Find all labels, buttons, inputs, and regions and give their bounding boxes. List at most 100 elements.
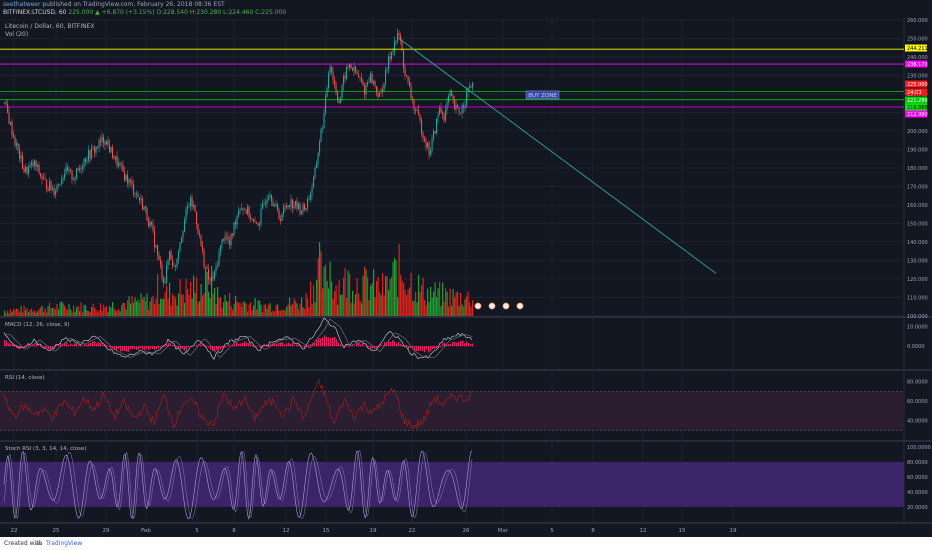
volume-bar [161,298,163,316]
candle-body [457,105,459,108]
candle-body [416,110,418,111]
candle-body [85,158,87,162]
volume-bar [167,298,169,316]
volume-bar [293,298,295,316]
candle-body [263,203,265,205]
candle-body [227,236,229,242]
volume-bar [232,309,234,316]
volume-bar [236,301,238,316]
macd-hist-bar [358,342,360,347]
candle-body [352,68,354,71]
volume-bar [371,283,373,316]
candle-body [239,209,241,211]
macd-hist-bar [408,345,410,350]
macd-hist-bar [110,345,112,349]
volume-bar [13,308,15,316]
macd-hist-bar [46,345,48,348]
candle-body [251,218,253,220]
macd-hist-bar [74,343,76,347]
macd-hist-bar [464,343,466,347]
volume-bar [79,311,81,316]
candle-body [143,206,145,210]
macd-hist-bar [166,344,168,347]
macd-hist-bar [96,343,98,347]
volume-bar [446,291,448,316]
candle-body [428,142,430,156]
tradingview-brand[interactable]: TradingView [46,540,83,547]
macd-hist-bar [366,345,368,347]
macd-hist-bar [282,342,284,347]
volume-bar [59,302,61,316]
macd-hist-bar [136,345,138,350]
candle-body [283,206,285,215]
volume-bar [149,301,151,316]
stoch-tick-label: 60.0000 [907,475,928,481]
candle-body [250,216,252,220]
macd-hist-bar [386,342,388,347]
macd-hist-bar [176,345,178,348]
macd-hist-bar [224,345,226,348]
volume-bar [344,268,346,316]
candle-body [350,63,352,69]
candle-body [49,181,51,191]
volume-bar [46,312,48,316]
candle-body [446,102,448,110]
candle-body [259,223,261,226]
macd-hist-bar [430,345,432,352]
volume-bar [125,309,127,316]
macd-hist-bar [260,345,262,348]
volume-bar [284,310,286,316]
candle-body [394,41,396,52]
candle-body [337,92,339,101]
candle-body [166,265,168,283]
volume-bar [385,276,387,316]
volume-bar [314,302,316,316]
candle-body [344,75,346,79]
price-tag-label: 244.211 [907,46,928,52]
macd-hist-bar [164,345,166,348]
macd-hist-bar [264,345,266,347]
event-marker-icon [502,302,510,310]
stoch-tick-label: 40.0000 [907,490,928,496]
macd-hist-bar [244,341,246,347]
candle-body [383,82,385,92]
volume-bar [230,305,232,316]
price-tick-label: 230.000 [907,74,928,80]
volume-bar [205,268,207,316]
macd-hist-bar [442,343,444,347]
candle-body [50,181,52,190]
volume-bar [451,306,453,316]
volume-bar [248,304,250,316]
volume-bar [254,298,256,316]
macd-hist-bar [66,341,68,347]
candle-body [55,191,57,195]
price-tag-label: 212.990 [907,112,928,118]
author-name[interactable]: seethatweer [3,1,41,8]
volume-bar [332,298,334,316]
candle-body [145,206,147,209]
volume-bar [416,302,418,316]
candle-body [284,206,286,207]
candle-body [328,73,330,89]
macd-hist-bar [258,345,260,347]
candle-body [97,146,99,148]
candle-body [371,73,373,84]
macd-hist-bar [226,345,228,347]
volume-bar [163,298,165,316]
volume-bar [374,297,376,316]
candle-body [304,204,306,210]
macd-hist-bar [316,339,318,347]
macd-hist-bar [144,345,146,351]
candle-body [218,252,220,266]
volume-bar [10,309,12,316]
volume-bar [229,293,231,316]
candle-body [161,264,163,278]
macd-hist-bar [296,344,298,347]
volume-bar [34,310,36,316]
volume-bar [310,281,312,316]
volume-bar [272,310,274,316]
candle-body [37,165,39,167]
volume-bar [80,302,82,316]
macd-hist-bar [114,345,116,351]
candle-body [31,162,33,166]
